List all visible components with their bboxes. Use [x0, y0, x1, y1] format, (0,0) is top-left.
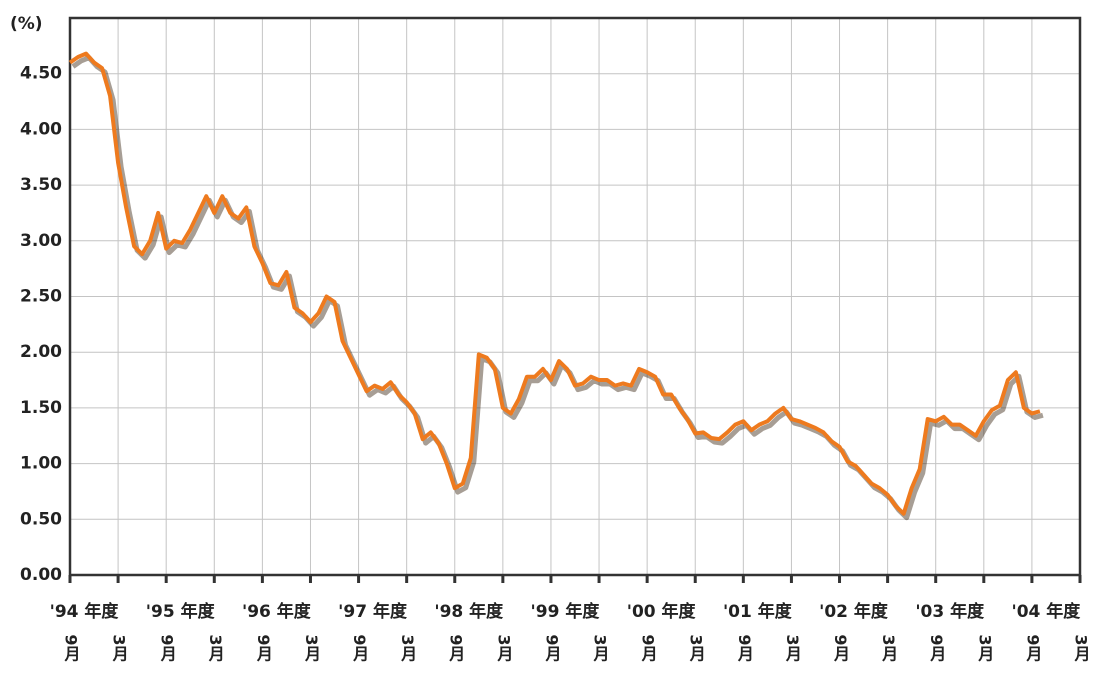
x-tick-label: 3月 — [1072, 634, 1092, 662]
y-axis-label: (%) — [10, 14, 43, 34]
x-tick-label: 3月 — [302, 634, 322, 662]
x-tick-label: 3月 — [879, 634, 899, 662]
y-tick-label: 3.50 — [20, 175, 62, 195]
x-tick-label: 9月 — [735, 634, 755, 662]
x-tick-label: 9月 — [542, 634, 562, 662]
line-shadow — [71, 55, 1044, 521]
y-tick-label: 3.00 — [20, 231, 62, 251]
x-tick-label: 3月 — [206, 634, 226, 662]
y-tick-label: 4.50 — [20, 64, 62, 84]
y-tick-label: 1.00 — [20, 454, 62, 474]
fiscal-year-label: '00 年度 — [627, 601, 697, 622]
x-tick-label: 9月 — [639, 634, 659, 662]
fiscal-year-label: '01 年度 — [723, 601, 793, 622]
x-tick-label: 9月 — [446, 634, 466, 662]
y-tick-label: 2.50 — [20, 287, 62, 307]
x-tick-label: 3月 — [398, 634, 418, 662]
x-tick-label: 3月 — [110, 634, 130, 662]
fiscal-year-label: '94 年度 — [50, 601, 120, 622]
x-tick-label: 3月 — [783, 634, 803, 662]
fiscal-year-label: '95 年度 — [146, 601, 216, 622]
fiscal-year-label: '97 年度 — [338, 601, 408, 622]
x-tick-label: 3月 — [494, 634, 514, 662]
fiscal-year-label: '96 年度 — [242, 601, 312, 622]
x-tick-label: 3月 — [687, 634, 707, 662]
y-tick-label: 4.00 — [20, 119, 62, 139]
x-tick-label: 9月 — [1023, 634, 1043, 662]
plot-frame — [68, 16, 1082, 577]
x-tick-label: 3月 — [591, 634, 611, 662]
x-tick-label: 9月 — [254, 634, 274, 662]
fiscal-year-label: '02 年度 — [819, 601, 889, 622]
y-tick-label: 0.50 — [20, 509, 62, 529]
x-tick-label: 9月 — [158, 634, 178, 662]
x-tick-label: 9月 — [350, 634, 370, 662]
x-tick-label: 9月 — [927, 634, 947, 662]
y-tick-label: 0.00 — [20, 565, 62, 585]
x-tick-label: 3月 — [975, 634, 995, 662]
fiscal-year-label: '03 年度 — [915, 601, 985, 622]
y-tick-label: 1.50 — [20, 398, 62, 418]
data-line — [68, 51, 1041, 516]
fiscal-year-label: '04 年度 — [1012, 601, 1082, 622]
y-tick-label: 2.00 — [20, 342, 62, 362]
fiscal-year-label: '99 年度 — [531, 601, 601, 622]
x-tick-label: 9月 — [831, 634, 851, 662]
fiscal-year-label: '98 年度 — [434, 601, 504, 622]
x-tick-label: 9月 — [62, 634, 82, 662]
